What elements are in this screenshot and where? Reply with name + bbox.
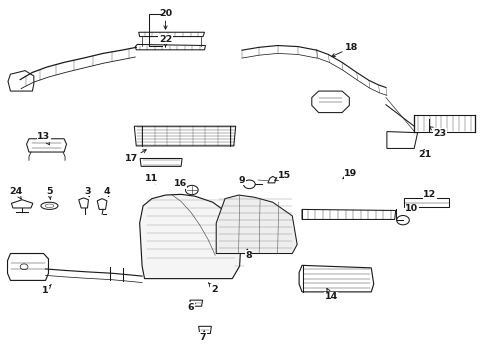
- Text: 20: 20: [159, 9, 172, 29]
- Text: 12: 12: [422, 190, 435, 199]
- Text: 17: 17: [124, 150, 146, 163]
- Text: 8: 8: [244, 249, 251, 260]
- Text: 3: 3: [84, 187, 91, 197]
- Text: 19: 19: [342, 169, 357, 179]
- Text: 23: 23: [429, 127, 445, 138]
- Text: 24: 24: [10, 187, 23, 199]
- Text: 22: 22: [159, 35, 172, 47]
- Text: 18: 18: [331, 43, 358, 57]
- Polygon shape: [140, 194, 240, 279]
- Text: 5: 5: [46, 187, 53, 199]
- Text: 14: 14: [324, 288, 337, 301]
- Text: 2: 2: [208, 283, 217, 294]
- Polygon shape: [216, 195, 297, 253]
- Text: 11: 11: [145, 175, 158, 184]
- Text: 4: 4: [103, 187, 110, 197]
- Text: 6: 6: [187, 303, 195, 312]
- Text: 16: 16: [173, 179, 187, 188]
- Text: 15: 15: [274, 171, 291, 180]
- Text: 13: 13: [37, 132, 50, 145]
- Text: 21: 21: [417, 149, 430, 159]
- Text: 7: 7: [199, 331, 206, 342]
- Text: 9: 9: [238, 176, 245, 185]
- Text: 1: 1: [42, 284, 51, 295]
- Text: 10: 10: [405, 204, 417, 213]
